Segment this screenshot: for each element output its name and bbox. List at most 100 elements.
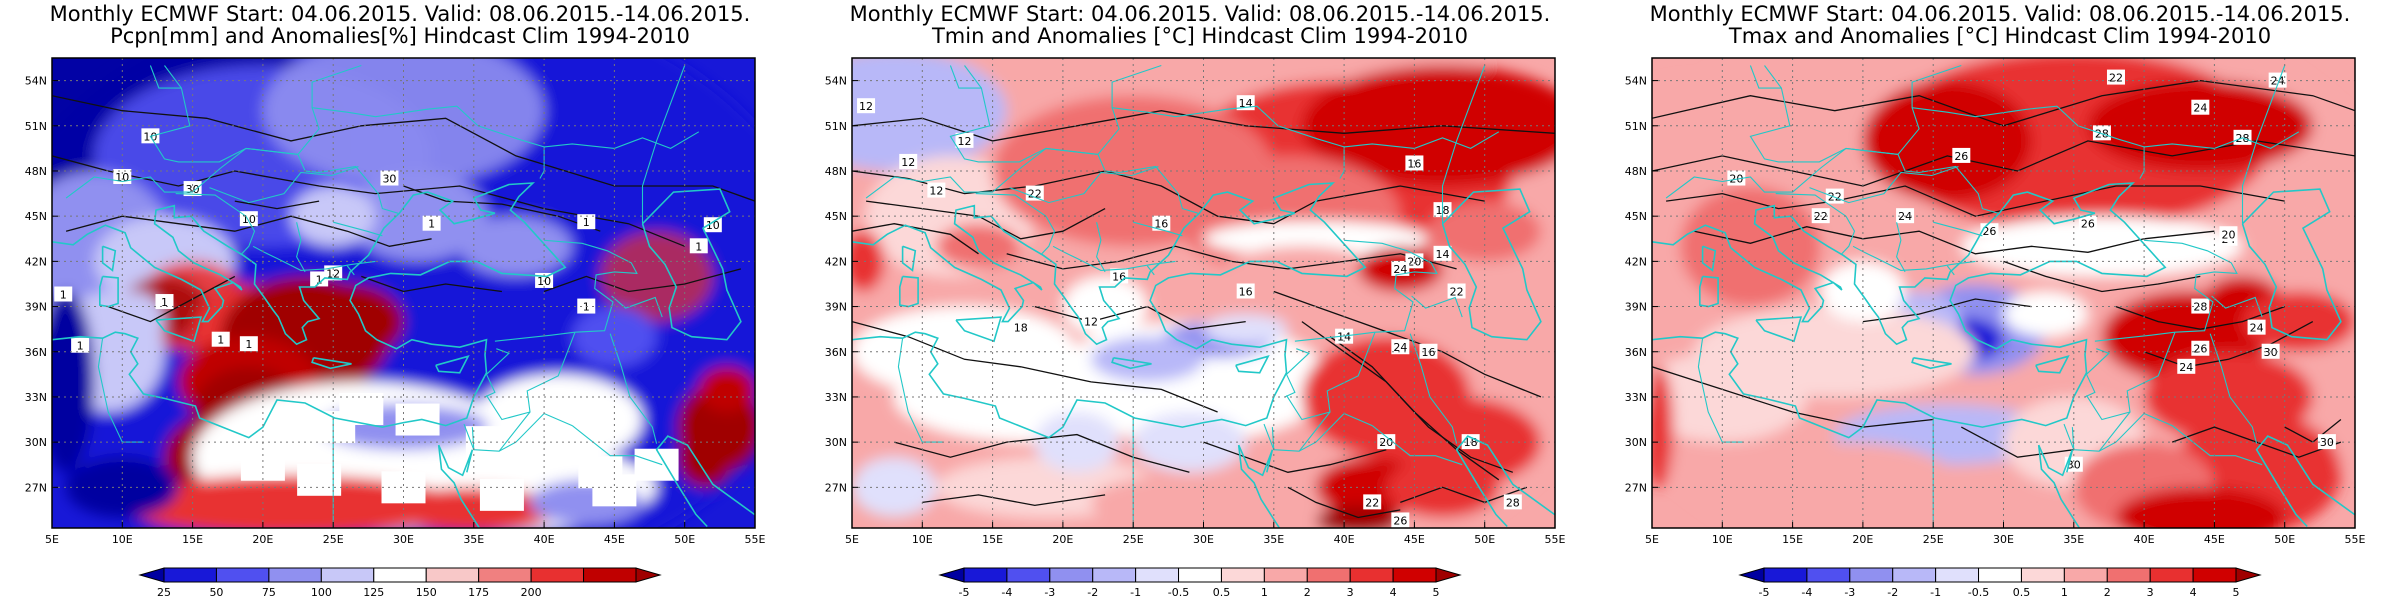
lat-tick-label: 48N	[825, 165, 847, 178]
contour-label: 20	[2221, 228, 2235, 241]
colorbar-segment	[320, 567, 375, 583]
coastline	[1455, 435, 1555, 528]
contour-label-bg	[239, 336, 258, 352]
coastline	[437, 445, 481, 528]
panel-title-line1: Monthly ECMWF Start: 04.06.2015. Valid: …	[1649, 2, 2351, 26]
lat-tick-label: 39N	[25, 301, 47, 314]
coastline	[1755, 316, 1803, 343]
contour-label: 16	[1239, 285, 1253, 298]
lat-tick-label: 27N	[25, 481, 47, 494]
contour-label-bg	[2078, 215, 2097, 231]
country-border	[1371, 425, 1463, 466]
contour-label-bg	[1025, 185, 1044, 201]
colorbar-label: -1	[1130, 586, 1141, 599]
contour-line	[65, 215, 432, 247]
contour-label: 1	[428, 218, 435, 231]
colorbar-label: -3	[1044, 586, 1055, 599]
contour-label-bg	[1391, 339, 1410, 355]
coastline	[1237, 444, 1274, 477]
tmin-colorbar: -5 -4 -3 -2 -1 -0.5 0.5 1 2 3 4 5	[938, 567, 1462, 599]
coastline	[2241, 188, 2342, 341]
contour-label: 16	[1154, 218, 1168, 231]
anomaly-region	[1820, 261, 1906, 322]
contour-label-bg	[2177, 358, 2196, 374]
lon-tick-label: 45E	[2204, 533, 2225, 546]
lat-tick-label: 54N	[1625, 75, 1647, 88]
contour-label: 22	[1450, 285, 1464, 298]
lon-tick-label: 45E	[1404, 533, 1425, 546]
contour-label: 12	[929, 185, 943, 198]
colorbar-label: 3	[1347, 586, 1354, 599]
contour-line	[2003, 260, 2201, 293]
contour-label-bg	[899, 153, 918, 169]
map-frame: 54N 51N 48N 45N 42N 39N 36N 33N 30N 27N 5E 10E 15E 20…	[25, 57, 766, 546]
lat-tick-label: 36N	[1625, 346, 1647, 359]
coastline	[1652, 182, 2167, 439]
contour-label: 22	[1028, 188, 1042, 201]
country-border	[1298, 412, 1373, 452]
contour-label: 26	[1982, 225, 1996, 238]
contour-label-bg	[324, 265, 343, 281]
lon-tick-label: 50E	[674, 533, 695, 546]
contour-label: 18	[1014, 322, 1028, 335]
lon-tick-label: 45E	[604, 533, 625, 546]
colorbar-label: -2	[1087, 586, 1098, 599]
contour-label-bg	[1011, 319, 1030, 335]
contour-label: 1	[583, 216, 590, 229]
lon-tick-label: 40E	[1334, 533, 1355, 546]
country-border	[1286, 332, 1376, 421]
contour-label: 20	[1407, 255, 1421, 268]
colorbar-low-arrow	[938, 567, 965, 583]
country-border	[641, 65, 686, 224]
lon-tick-label: 35E	[1263, 533, 1284, 546]
colorbar-label: 25	[157, 586, 171, 599]
country-border	[949, 64, 1162, 163]
contour-label: 30	[382, 173, 396, 186]
country-border	[486, 332, 576, 421]
lon-tick-label: 25E	[1123, 533, 1144, 546]
colorbar-label: 150	[416, 586, 437, 599]
colorbar-label: 2	[2104, 586, 2111, 599]
lon-tick-label: 40E	[2134, 533, 2155, 546]
colorbar-segment	[1135, 567, 1180, 583]
colorbar-label: -0.5	[1968, 586, 1989, 599]
coastline	[2035, 355, 2070, 374]
colorbar-label: -5	[959, 586, 970, 599]
lon-tick-label: 5E	[45, 533, 59, 546]
contour-label: 1	[316, 273, 323, 286]
colorbar-low-arrow	[1738, 567, 1765, 583]
contour-label: 12	[326, 267, 340, 280]
colorbar-label: 2	[1304, 586, 1311, 599]
lon-tick-label: 10E	[1712, 533, 1733, 546]
contour-label: 24	[1393, 263, 1407, 276]
colorbar-label: -0.5	[1168, 586, 1189, 599]
colorbar-segment	[1092, 567, 1137, 583]
panel-title-line2: Tmax and Anomalies [°C] Hindcast Clim 19…	[1728, 24, 2272, 48]
lat-tick-label: 42N	[1625, 255, 1647, 268]
country-border	[1294, 239, 1438, 342]
coastline	[899, 275, 919, 308]
contour-label-bg	[1727, 170, 1746, 186]
lon-tick-label: 35E	[463, 533, 484, 546]
lon-tick-label: 20E	[1852, 533, 1873, 546]
lon-tick-label: 30E	[393, 533, 414, 546]
country-border	[175, 193, 256, 255]
coastline	[435, 355, 470, 374]
contour-label-bg	[2219, 226, 2238, 242]
no-data-cell	[269, 411, 314, 444]
contour-label-bg	[380, 170, 399, 186]
lat-tick-label: 48N	[1625, 165, 1647, 178]
coastline	[901, 245, 917, 272]
country-border	[544, 131, 700, 150]
coastline	[641, 188, 742, 341]
colorbar-segment	[1935, 567, 1980, 583]
country-border	[149, 65, 182, 89]
colorbar-segment	[373, 567, 427, 583]
contour-line	[1960, 426, 2074, 458]
country-border	[2084, 348, 2110, 398]
contour-label: 12	[901, 156, 915, 169]
colorbar-segment	[1978, 567, 2022, 583]
contour-label-bg	[2247, 319, 2266, 335]
country-border	[1912, 105, 2145, 179]
coastline	[311, 357, 352, 370]
